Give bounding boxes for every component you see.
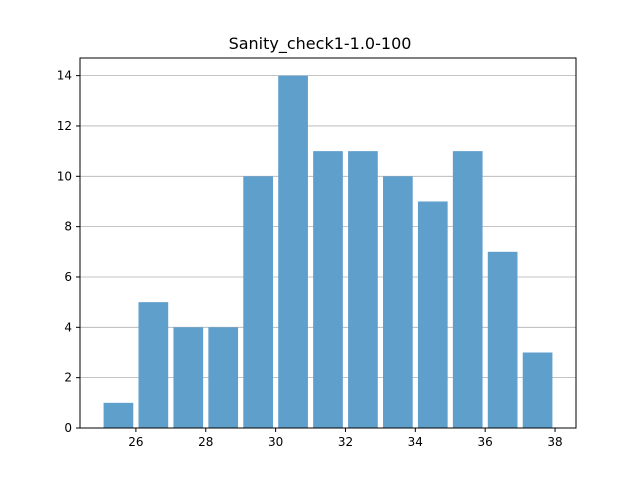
x-tick-label: 26: [128, 435, 143, 449]
bar: [383, 176, 413, 428]
y-tick-label: 2: [64, 371, 72, 385]
bar: [173, 327, 204, 428]
bar: [278, 75, 308, 428]
y-tick-label: 6: [64, 270, 72, 284]
x-tick-label: 34: [408, 435, 423, 449]
bar: [103, 402, 134, 428]
x-tick-label: 30: [268, 435, 283, 449]
y-tick-label: 0: [64, 421, 72, 435]
x-tick-label: 38: [547, 435, 562, 449]
y-tick-label: 8: [64, 220, 72, 234]
bar: [208, 327, 239, 428]
plot-frame: [79, 57, 577, 429]
bar: [452, 151, 483, 428]
x-tick-label: 36: [478, 435, 493, 449]
bar: [243, 176, 273, 428]
bar: [348, 151, 378, 428]
chart-title: Sanity_check1-1.0-100: [229, 34, 412, 54]
y-tick-label: 4: [64, 320, 72, 334]
bar: [138, 302, 169, 428]
y-axis-ticks: 0 2 4 6 8 10 12 14: [57, 69, 80, 435]
x-axis-ticks: 26 28 30 32 34 36 38: [128, 428, 563, 449]
x-tick-label: 28: [198, 435, 213, 449]
bar: [313, 151, 343, 428]
bar: [522, 352, 553, 428]
bars: [103, 75, 553, 428]
bar: [487, 251, 518, 428]
y-tick-label: 12: [57, 119, 72, 133]
y-tick-label: 10: [57, 169, 72, 183]
bar: [417, 201, 448, 428]
y-tick-label: 14: [57, 69, 72, 83]
x-tick-label: 32: [338, 435, 353, 449]
